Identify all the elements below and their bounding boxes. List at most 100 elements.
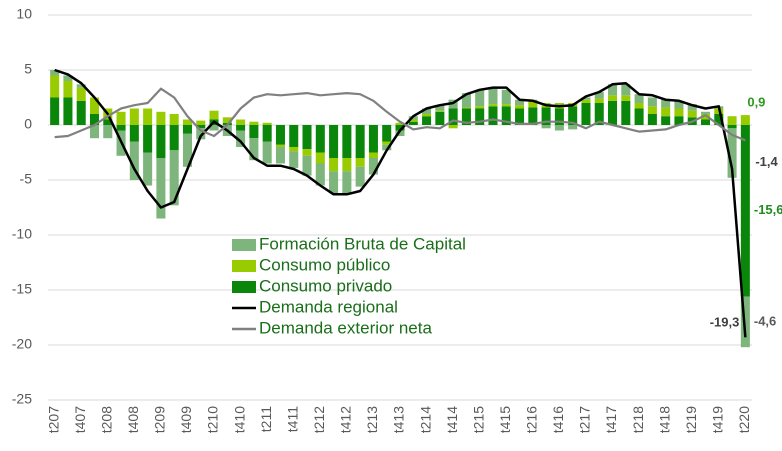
bar — [435, 110, 445, 112]
bar — [408, 121, 418, 125]
legend-swatch — [232, 260, 256, 272]
bar — [382, 125, 392, 142]
bar — [395, 125, 405, 131]
bar — [461, 108, 471, 125]
bar — [382, 141, 392, 145]
bar — [621, 100, 631, 125]
bar — [554, 108, 564, 125]
bar — [501, 106, 511, 125]
bar — [355, 166, 365, 187]
bar — [236, 125, 246, 131]
bar — [302, 155, 312, 176]
bar — [103, 125, 113, 139]
bar — [76, 87, 86, 101]
bar — [315, 125, 325, 153]
y-tick-label: 5 — [24, 61, 32, 77]
bar — [515, 99, 525, 106]
legend-label: Consumo privado — [259, 276, 392, 295]
bar — [727, 125, 737, 129]
bar — [714, 114, 724, 125]
bar — [515, 108, 525, 125]
bar — [621, 84, 631, 96]
bar — [315, 163, 325, 186]
bar — [448, 108, 458, 125]
bar — [700, 114, 711, 120]
x-tick-label: t407 — [72, 406, 88, 433]
bar — [541, 107, 551, 125]
bar — [634, 108, 644, 125]
bar — [368, 152, 378, 158]
x-tick-label: t214 — [417, 406, 433, 433]
bar — [687, 110, 697, 118]
bar — [89, 114, 100, 125]
legend-label: Demanda regional — [259, 297, 398, 316]
x-tick-label: t412 — [338, 406, 354, 433]
bar — [488, 106, 498, 125]
y-tick-label: 0 — [24, 116, 32, 132]
bar — [461, 93, 471, 108]
bar — [182, 125, 192, 134]
y-tick-label: 10 — [16, 6, 32, 22]
bar — [329, 158, 339, 172]
bar — [488, 87, 498, 105]
bar — [608, 100, 618, 125]
bar — [103, 119, 113, 125]
bar — [50, 97, 60, 125]
bar — [674, 108, 684, 117]
bar — [342, 158, 352, 172]
bar — [209, 110, 219, 120]
value-label: -1,4 — [755, 154, 778, 169]
bar — [435, 111, 445, 125]
bar — [581, 97, 591, 100]
bar — [209, 125, 219, 131]
bar — [129, 125, 139, 142]
bar — [50, 70, 60, 76]
x-tick-label: t408 — [125, 406, 141, 433]
bar — [528, 101, 538, 108]
bar — [528, 107, 538, 125]
bar — [315, 152, 325, 164]
x-tick-label: t220 — [736, 406, 752, 433]
x-tick-label: t418 — [656, 406, 672, 433]
bar — [621, 95, 631, 101]
bar — [63, 75, 73, 81]
x-tick-label: t215 — [470, 406, 486, 433]
bar — [515, 105, 525, 109]
x-tick-label: t212 — [311, 406, 327, 433]
bar — [89, 125, 100, 139]
line — [54, 68, 747, 338]
bar — [129, 141, 139, 180]
bar — [143, 152, 153, 186]
bar — [329, 171, 339, 194]
bar — [488, 104, 498, 107]
bar — [342, 125, 352, 158]
bar — [461, 107, 471, 109]
bar — [249, 138, 259, 161]
x-tick-label: t419 — [709, 406, 725, 433]
bar — [382, 144, 392, 151]
bar — [196, 125, 206, 129]
bar — [700, 111, 711, 114]
bar — [594, 92, 604, 99]
bar — [395, 130, 405, 136]
bar — [196, 120, 206, 125]
legend-swatch — [232, 281, 256, 293]
bar — [129, 108, 139, 125]
bar — [156, 111, 166, 125]
value-label: -19,3 — [710, 315, 740, 330]
x-tick-label: t417 — [603, 406, 619, 433]
bar — [50, 75, 60, 98]
bar — [422, 114, 432, 117]
legend-label: Formación Bruta de Capital — [259, 234, 466, 253]
bar — [674, 116, 684, 125]
value-label: -15,6 — [754, 202, 782, 217]
bar — [262, 125, 272, 142]
bar — [727, 128, 737, 178]
bar — [249, 125, 259, 139]
bar — [554, 125, 564, 131]
x-tick-label: t217 — [577, 406, 593, 433]
x-tick-label: t409 — [178, 406, 194, 433]
bar — [289, 125, 299, 147]
y-tick-label: -10 — [12, 226, 32, 242]
bar — [368, 158, 378, 175]
